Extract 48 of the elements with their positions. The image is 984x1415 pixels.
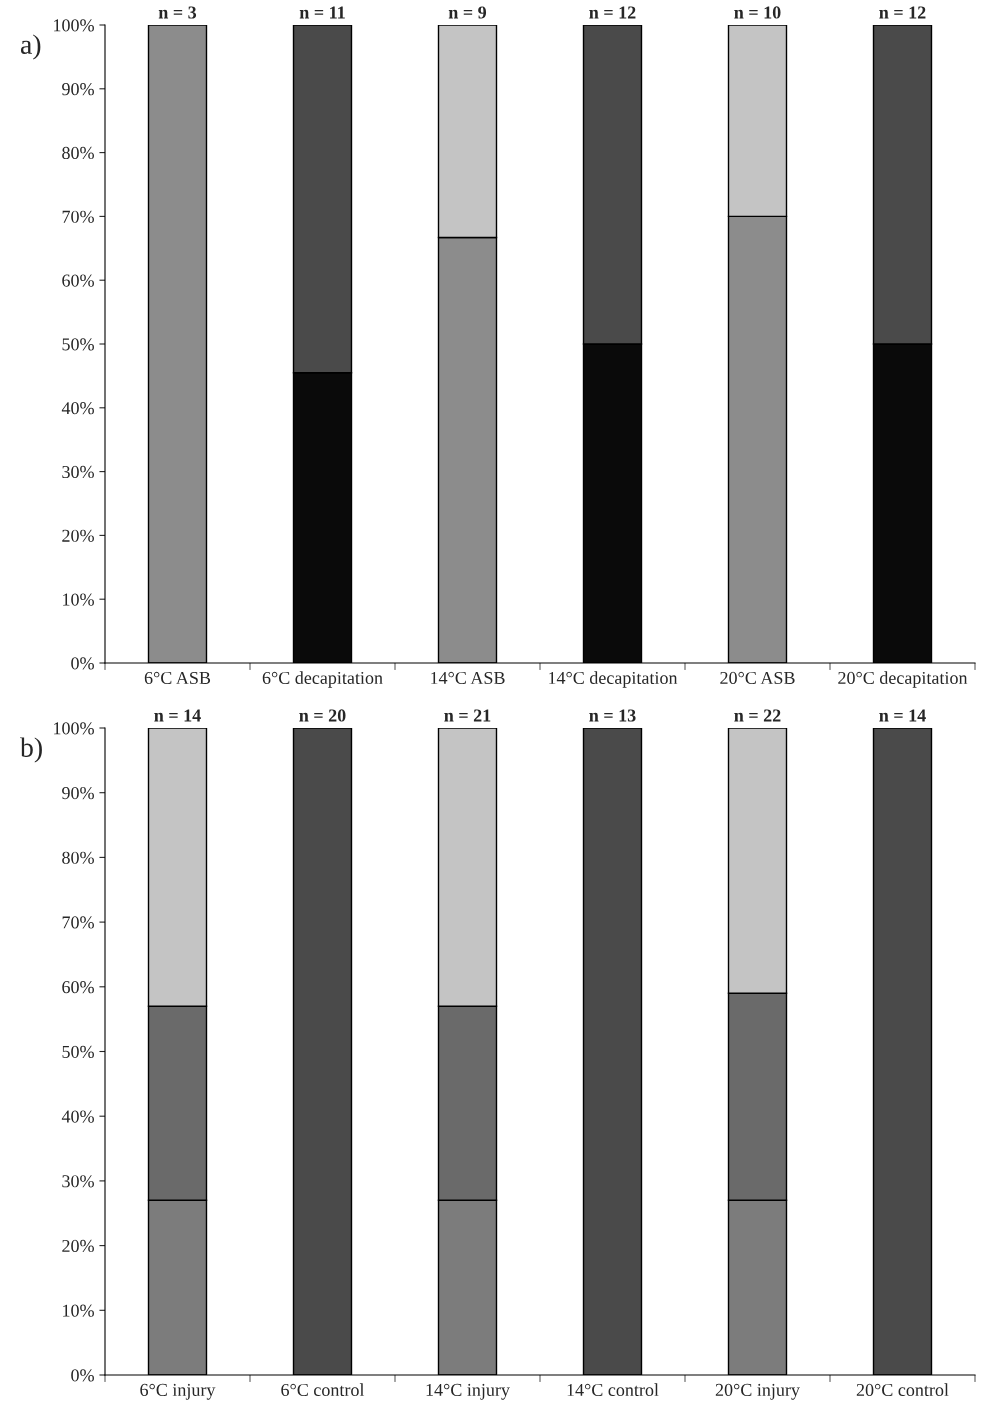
y-tick-label: 90% [62, 83, 94, 96]
chart-title: a) [20, 34, 41, 60]
x-tick-label: 14°C ASB [431, 671, 505, 685]
y-tick-label: 10% [63, 593, 94, 606]
y-tick-label: 100% [54, 19, 94, 32]
chart-title: b) [20, 737, 42, 763]
y-tick-label: 50% [62, 1045, 94, 1058]
annotation: n = 14 [154, 709, 201, 722]
y-tick-label: 60% [62, 981, 94, 994]
x-tick-label: 6°C control [281, 1383, 365, 1397]
annotation: n = 21 [444, 709, 491, 722]
y-tick-label: 0% [71, 657, 94, 670]
annotation: n = 22 [734, 709, 781, 722]
x-tick-label: 14°C injury [426, 1383, 510, 1400]
x-tick-label: 6°C decapitation [262, 671, 383, 688]
y-tick-label: 30% [62, 465, 94, 479]
x-tick-label: 14°C control [567, 1383, 659, 1397]
y-tick-label: 80% [62, 851, 94, 864]
annotation: n = 13 [589, 709, 636, 722]
y-tick-label: 0% [71, 1369, 94, 1382]
annotation: n = 14 [879, 709, 926, 722]
x-tick-label: 20°C ASB [720, 671, 795, 685]
y-tick-label: 20% [62, 1239, 94, 1253]
annotation: n = 10 [734, 6, 781, 19]
y-tick-label: 70% [62, 916, 94, 929]
annotation: n = 12 [879, 6, 926, 19]
y-tick-label: 10% [63, 1304, 94, 1317]
x-tick-label: 20°C control [856, 1383, 949, 1397]
y-tick-label: 60% [62, 274, 94, 287]
y-tick-label: 40% [61, 1110, 94, 1123]
y-tick-label: 20% [62, 529, 94, 542]
x-tick-label: 6°C injury [140, 1383, 216, 1400]
x-tick-label: 14°C decapitation [549, 671, 678, 688]
y-tick-label: 90% [62, 786, 94, 800]
y-tick-label: 70% [62, 210, 94, 223]
annotation: n = 3 [158, 6, 197, 19]
y-tick-label: 40% [61, 402, 94, 415]
annotation: n = 9 [448, 6, 487, 19]
y-tick-label: 50% [62, 338, 94, 351]
y-tick-label: 100% [54, 722, 94, 735]
annotation: n = 12 [589, 6, 636, 19]
x-tick-label: 20°C injury [715, 1383, 800, 1400]
x-tick-label: 6°C ASB [144, 671, 211, 685]
x-tick-label: 20°C decapitation [838, 671, 968, 688]
y-tick-label: 30% [62, 1175, 94, 1188]
annotation: n = 20 [299, 709, 346, 722]
annotation: n = 11 [299, 6, 345, 19]
y-tick-label: 80% [62, 146, 94, 160]
